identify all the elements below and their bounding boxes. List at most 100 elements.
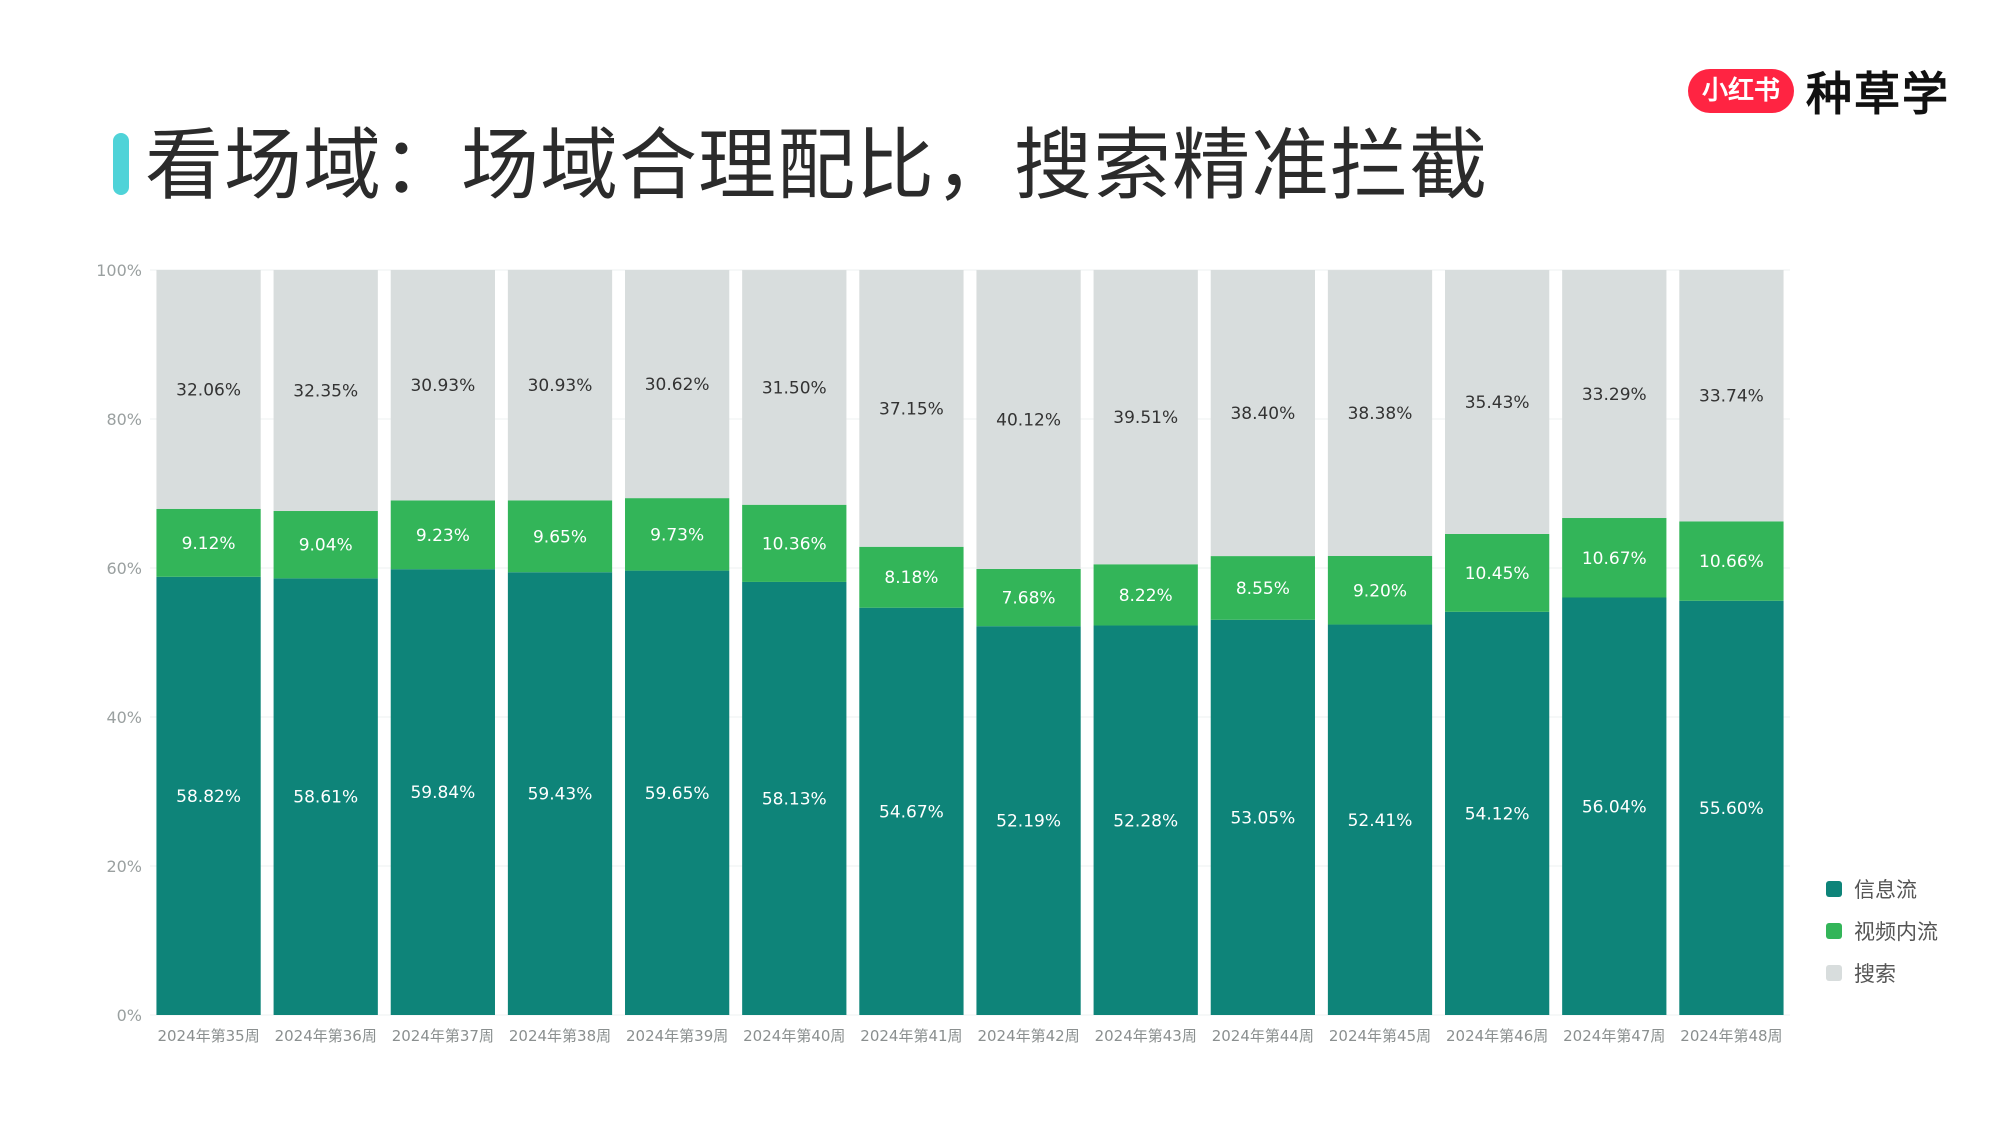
data-label: 33.74%	[1699, 387, 1764, 407]
x-tick-label: 2024年第41周	[860, 1027, 962, 1045]
bar-segment-video	[1210, 556, 1315, 620]
y-tick-label: 60%	[106, 559, 142, 578]
data-label: 54.67%	[879, 802, 944, 822]
title-accent-bar	[113, 133, 129, 195]
bar-segment-video	[859, 546, 964, 608]
legend-swatch-video	[1826, 923, 1842, 939]
x-tick-label: 2024年第46周	[1446, 1027, 1548, 1045]
data-label: 9.23%	[416, 526, 470, 546]
bar-segment-feed	[1445, 611, 1550, 1015]
bar-segment-feed	[390, 569, 495, 1015]
data-label: 58.61%	[293, 788, 358, 808]
page-title: 看场域：场域合理配比，搜索精准拦截	[145, 121, 1489, 211]
data-label: 10.36%	[762, 534, 827, 554]
x-tick-label: 2024年第38周	[509, 1027, 611, 1045]
bar-segment-video	[742, 504, 847, 582]
bar-segment-search	[507, 269, 613, 501]
bar-segment-video	[1562, 518, 1667, 598]
bar-segment-video	[507, 500, 613, 573]
data-label: 32.35%	[293, 382, 358, 402]
bar-segment-feed	[1562, 597, 1667, 1015]
data-label: 8.55%	[1236, 579, 1290, 599]
y-tick-label: 100%	[96, 261, 142, 280]
legend-swatch-search	[1826, 965, 1842, 981]
data-label: 55.60%	[1699, 799, 1764, 819]
data-label: 38.38%	[1348, 404, 1413, 424]
legend-swatch-feed	[1826, 881, 1842, 897]
bar-segment-search	[1093, 269, 1198, 565]
bar-segment-feed	[1210, 619, 1315, 1015]
data-label: 10.67%	[1582, 549, 1647, 569]
bar-segment-search	[625, 270, 730, 499]
x-tick-label: 2024年第48周	[1680, 1027, 1782, 1045]
legend-item-feed: 信息流	[1826, 868, 1938, 910]
x-tick-label: 2024年第47周	[1563, 1027, 1665, 1045]
x-tick-label: 2024年第36周	[275, 1027, 377, 1045]
data-label: 31.50%	[762, 378, 827, 398]
bar-segment-search	[390, 270, 495, 501]
y-tick-label: 20%	[106, 857, 142, 876]
data-label: 10.45%	[1465, 564, 1530, 584]
data-label: 54.12%	[1465, 804, 1530, 824]
x-tick-label: 2024年第39周	[626, 1027, 728, 1045]
bar-segment-video	[1327, 556, 1433, 625]
y-tick-label: 80%	[106, 410, 142, 429]
data-label: 37.15%	[879, 399, 944, 419]
brand-badge: 小红书	[1688, 69, 1795, 113]
x-tick-label: 2024年第35周	[157, 1027, 259, 1045]
legend-item-video: 视频内流	[1826, 910, 1938, 952]
bar-segment-search	[273, 270, 378, 512]
bar-segment-video	[390, 500, 495, 570]
data-label: 38.40%	[1230, 404, 1295, 424]
data-label: 59.65%	[645, 784, 710, 804]
data-label: 30.62%	[645, 375, 710, 395]
bar-segment-feed	[742, 581, 847, 1015]
data-label: 9.04%	[299, 536, 353, 556]
brand-logo: 小红书 种草学	[1688, 58, 1950, 124]
y-tick-label: 0%	[117, 1006, 142, 1025]
data-label: 53.05%	[1230, 808, 1295, 828]
data-label: 52.41%	[1348, 811, 1413, 831]
data-label: 33.29%	[1582, 385, 1647, 405]
bar-segment-search	[1562, 270, 1667, 519]
data-label: 58.13%	[762, 789, 827, 809]
bar-segment-feed	[1327, 624, 1433, 1015]
bar-segment-feed	[976, 626, 1081, 1015]
data-label: 35.43%	[1465, 393, 1530, 413]
legend-label-search: 搜索	[1854, 962, 1896, 986]
x-tick-label: 2024年第42周	[977, 1027, 1079, 1045]
bar-segment-feed	[1679, 600, 1784, 1015]
x-tick-label: 2024年第45周	[1329, 1027, 1431, 1045]
bar-segment-search	[976, 270, 1081, 569]
data-label: 59.84%	[410, 783, 475, 803]
bar-segment-video	[976, 568, 1081, 627]
data-label: 30.93%	[410, 376, 475, 396]
data-label: 8.18%	[884, 568, 938, 588]
x-tick-label: 2024年第43周	[1095, 1027, 1197, 1045]
bar-segment-feed	[1093, 625, 1198, 1015]
bar-segment-search	[1327, 270, 1433, 557]
data-label: 52.28%	[1113, 811, 1178, 831]
bar-segment-video	[273, 511, 378, 579]
bar-segment-search	[1445, 270, 1550, 534]
data-label: 30.93%	[528, 376, 593, 396]
data-label: 7.68%	[1002, 589, 1056, 609]
data-label: 39.51%	[1113, 408, 1178, 428]
legend-label-feed: 信息流	[1854, 878, 1917, 902]
legend-label-video: 视频内流	[1854, 920, 1938, 944]
chart-legend: 信息流 视频内流 搜索	[1826, 868, 1938, 994]
bar-segment-search	[1679, 270, 1784, 522]
bar-segment-search	[1210, 270, 1315, 557]
y-tick-label: 40%	[106, 708, 142, 727]
brand-name: 种草学	[1806, 67, 1951, 121]
bar-segment-video	[625, 498, 730, 571]
legend-item-search: 搜索	[1826, 952, 1938, 994]
bar-segment-feed	[859, 607, 964, 1015]
bar-segment-feed	[273, 578, 378, 1015]
bar-segment-video	[1093, 564, 1198, 626]
bar-segment-search	[156, 270, 261, 509]
data-label: 9.65%	[533, 527, 587, 547]
data-label: 10.66%	[1699, 552, 1764, 572]
data-label: 52.19%	[996, 812, 1061, 832]
